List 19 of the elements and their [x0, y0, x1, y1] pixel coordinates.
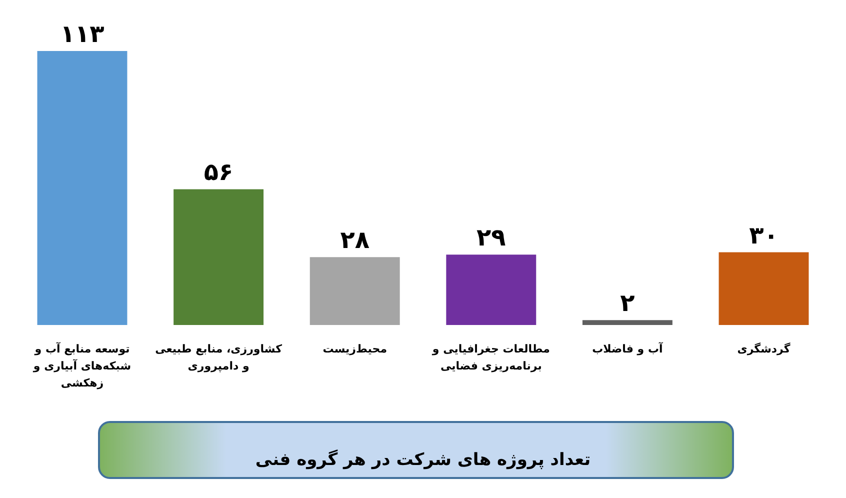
- data-label: ۳۰: [749, 221, 778, 250]
- bar: [310, 257, 400, 325]
- data-label: ۲: [620, 289, 636, 318]
- x-tick-label: محیط‌زیست: [322, 342, 388, 356]
- x-tick-label: مطالعات جغرافیایی و برنامه‌ریزی فضایی: [431, 342, 550, 372]
- x-tick-label: آب و فاضلاب: [592, 342, 664, 356]
- data-label: ۵۶: [204, 158, 234, 186]
- bar: [446, 254, 536, 325]
- data-label: ۲۸: [340, 226, 370, 254]
- data-label: ۱۱۳: [60, 20, 105, 48]
- x-tick-label: توسعه منابع آب و شبکه‌های آبیاری و زهکشی: [32, 342, 132, 390]
- text: تعداد پروژه های شرکت در هر گروه فنی: [255, 449, 591, 470]
- bar: [174, 189, 264, 325]
- data-label: ۲۹: [476, 224, 506, 252]
- x-tick-label: کشاورزی، منابع طبیعی و دامپروری: [155, 342, 283, 372]
- bar: [718, 252, 809, 325]
- bar: [582, 320, 672, 325]
- bar: [37, 50, 128, 325]
- x-tick-label: گردشگری: [737, 342, 791, 356]
